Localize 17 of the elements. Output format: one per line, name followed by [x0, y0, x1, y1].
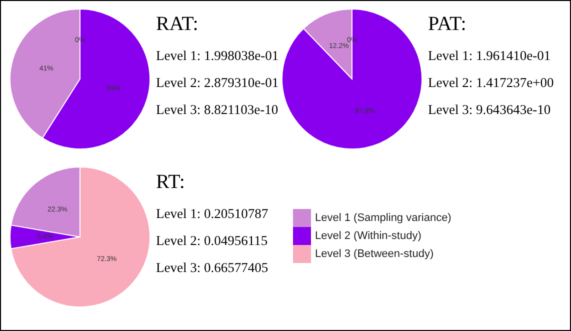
- chart-title: PAT:: [428, 13, 468, 36]
- text: Level 1: 1.998038e-01: [156, 48, 279, 64]
- text: Level 1: 0.20510787: [156, 206, 268, 222]
- text: Level 1: 1.961410e-01: [428, 48, 552, 64]
- text: Level 3: 9.643643e-10: [428, 102, 552, 118]
- chart-title: RT:: [156, 171, 186, 194]
- text: Level 2: 0.04956115: [156, 233, 268, 249]
- text: Level 3: 8.821103e-10: [156, 102, 279, 118]
- pie-slice: [10, 166, 150, 308]
- text: Level 2: 2.879310e-01: [156, 75, 279, 91]
- chart-title: RAT:: [156, 13, 200, 36]
- legend-label: Level 2 (Within-study): [315, 230, 422, 242]
- legend-label: Level 3 (Between-study): [315, 248, 434, 260]
- legend-label: Level 1 (Sampling variance): [315, 212, 452, 224]
- text: Level 2: 1.417237e+00: [428, 75, 554, 91]
- text: Level 3: 0.66577405: [156, 260, 268, 276]
- pie-slice: [282, 8, 422, 150]
